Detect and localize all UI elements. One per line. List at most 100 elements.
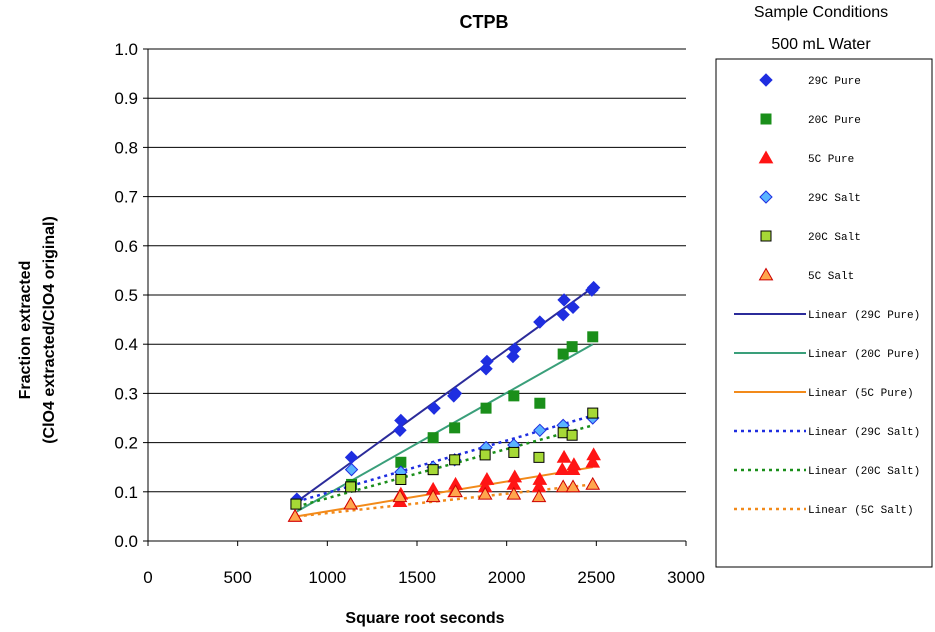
marker-5c-salt [555,479,571,493]
x-tick-label: 500 [223,568,251,587]
marker-29c-salt [533,423,547,438]
trendlines [296,286,594,518]
marker-20c-pure [534,397,546,409]
marker-5c-salt [343,496,359,510]
legend-label: Linear (29C Salt) [808,427,920,439]
marker-5c-salt [565,479,581,493]
marker-5c-pure [479,471,495,485]
gridlines [148,48,686,493]
marker-29c-pure [586,280,601,295]
legend-label: 20C Pure [808,115,861,127]
x-tick-label: 3000 [667,568,705,587]
marker-5c-pure [585,454,601,468]
marker-29c-pure [556,307,570,322]
y-tick-label: 0.2 [114,434,138,453]
marker-29c-pure [448,386,463,401]
marker-29c-pure [480,354,494,369]
x-tick-label: 2000 [488,568,526,587]
marker-20c-pure [427,432,439,444]
legend-box [715,58,933,568]
marker-5c-pure [532,471,548,485]
x-tick-label: 2500 [577,568,615,587]
marker-5c-salt [477,486,493,500]
marker-29c-pure [566,300,580,315]
marker-20c-pure [587,331,599,343]
marker-20c-pure [480,402,492,414]
marker-20c-salt [449,454,461,466]
marker-5c-pure [554,462,570,476]
marker-20c-salt [345,481,357,493]
marker-5c-salt [585,476,601,490]
marker-29c-pure [344,450,359,465]
trendline-linear-29c-pure [296,286,594,503]
marker-29c-pure [557,293,571,307]
trendline-linear-20c-salt [296,424,594,508]
legend-label: 20C Salt [808,232,861,244]
legend-marker-5c-salt [758,267,774,281]
y-tick-label: 0.4 [114,335,138,354]
legend-label: 29C Salt [808,193,861,205]
y-tick-label: 0.6 [114,237,138,256]
marker-5c-pure [507,469,523,483]
y-tick-label: 0.7 [114,188,138,207]
marker-5c-salt [448,484,463,498]
legend-marker-5c-pure [758,150,774,164]
marker-29c-pure [533,315,547,329]
marker-29c-salt [344,462,359,477]
markers [287,280,602,522]
marker-5c-pure [586,447,602,461]
y-axis-label-line1: Fraction extracted [17,261,34,400]
marker-20c-salt [395,474,407,485]
y-tick-label: 0.3 [114,384,138,403]
marker-5c-salt [392,489,408,503]
marker-5c-salt [425,489,441,503]
x-tick-label: 1500 [398,568,436,587]
y-tick-label: 0.5 [114,286,138,305]
legend-marker-20c-pure [760,113,772,125]
legend-label: Linear (5C Pure) [808,388,914,400]
marker-20c-pure [566,341,578,353]
marker-29c-pure [427,401,441,415]
trendline-linear-20c-pure [296,343,594,513]
legend-label: Linear (20C Salt) [808,466,920,478]
marker-20c-salt [566,429,578,441]
marker-5c-pure [566,457,582,471]
legend-marker-29c-salt [759,190,773,204]
marker-20c-salt [587,407,599,419]
marker-20c-pure [508,390,520,402]
legend-label: 5C Pure [808,154,854,166]
legend-title-line2: 500 mL Water [771,36,871,53]
marker-20c-salt [533,451,545,463]
x-axis-label: Square root seconds [345,610,504,627]
axes [143,48,687,546]
marker-5c-salt [531,489,547,503]
legend: 29C Pure 20C Pure 5C Pure 29C Salt 20C Salt 5… [734,73,920,517]
marker-20c-salt [290,498,302,510]
marker-20c-salt [427,464,439,476]
marker-29c-pure [393,423,407,438]
y-tick-label: 0.8 [114,138,138,157]
legend-label: Linear (20C Pure) [808,349,920,361]
marker-29c-pure [394,413,408,428]
marker-20c-pure [557,348,569,360]
legend-title-line1: Sample Conditions [754,4,888,21]
x-tick-labels: 0 500 1000 1500 2000 2500 3000 [143,568,705,587]
legend-label: 5C Salt [808,271,854,283]
y-tick-label: 0.1 [114,483,138,502]
x-tick-label: 1000 [308,568,346,587]
legend-marker-20c-salt [760,230,772,242]
marker-5c-salt [506,486,522,500]
marker-20c-pure [449,422,461,434]
y-tick-label: 0.9 [114,89,138,108]
trendline-linear-5c-salt [296,483,593,518]
marker-5c-pure [556,449,572,463]
chart-title: CTPB [460,12,509,32]
marker-5c-salt [287,508,303,522]
x-tick-label: 0 [143,568,152,587]
marker-20c-salt [508,446,520,458]
y-axis-label-line2: (ClO4 extracted/ClO4 original) [41,216,58,444]
marker-20c-salt [479,449,491,461]
legend-marker-29c-pure [759,73,773,87]
legend-label: Linear (29C Pure) [808,310,920,322]
